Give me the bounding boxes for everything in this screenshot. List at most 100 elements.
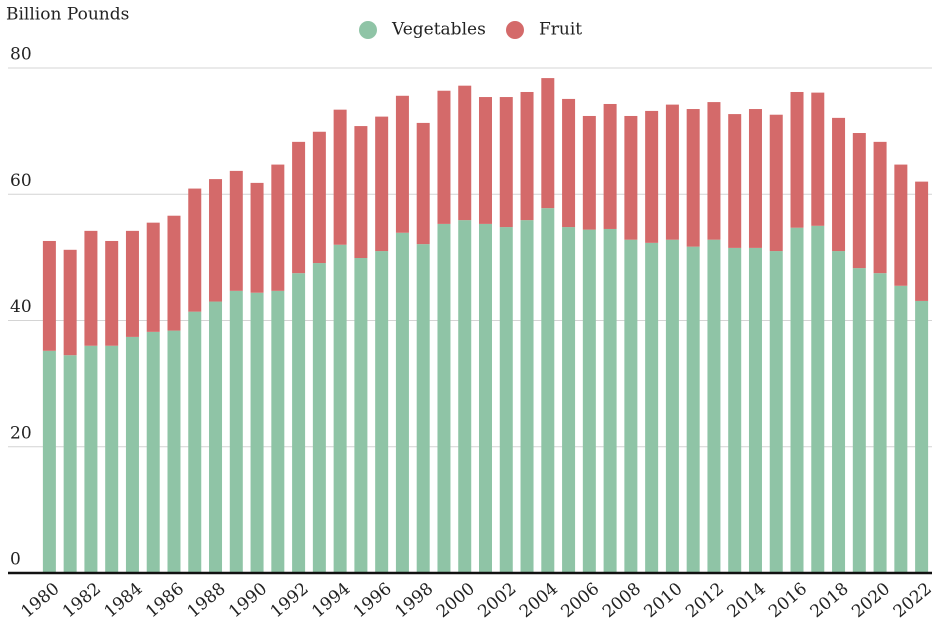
bar-segment <box>541 78 555 209</box>
bar-segment <box>188 311 202 573</box>
bar-segment <box>852 133 866 269</box>
bar-segment <box>146 331 160 573</box>
bar-segment <box>479 223 492 573</box>
bar-segment <box>541 208 555 573</box>
bar-segment <box>873 273 887 573</box>
legend-label: Vegetables <box>391 20 486 40</box>
bar-segment <box>458 220 472 573</box>
bar-segment <box>437 223 451 573</box>
x-tick-label: 2012 <box>682 579 728 622</box>
x-tick-label: 1990 <box>225 579 271 622</box>
bar-segment <box>832 117 846 252</box>
bar-segment <box>312 263 326 573</box>
bar-segment <box>624 115 638 240</box>
bar-segment <box>728 114 742 248</box>
y-axis-label: Billion Pounds <box>6 5 129 25</box>
bar-segment <box>624 239 638 573</box>
bar-segment <box>354 126 368 259</box>
bar-segment <box>728 247 742 573</box>
bar-segment <box>603 103 617 229</box>
bar-segment <box>686 109 700 247</box>
x-tick-label: 2000 <box>433 579 479 622</box>
bar-segment <box>748 109 762 248</box>
bar-segment <box>188 188 202 312</box>
bar-segment <box>894 285 908 573</box>
bar-segment <box>811 225 825 573</box>
bar-segment <box>790 91 804 228</box>
bar-segment <box>125 230 139 337</box>
bar-segment <box>707 102 721 240</box>
bar-segment <box>292 273 306 573</box>
bar-segment <box>229 290 243 573</box>
bar-segment <box>603 228 617 573</box>
y-tick-label: 80 <box>10 45 32 65</box>
bar-segment <box>146 222 160 332</box>
bar-segment <box>499 227 513 573</box>
bar-segment <box>105 240 119 346</box>
x-tick-label: 2022 <box>890 579 932 622</box>
x-tick-label: 2004 <box>516 579 562 622</box>
bar-segment <box>271 290 285 573</box>
x-tick-label: 1980 <box>17 579 63 622</box>
bar-segment <box>271 164 285 291</box>
bar-segment <box>125 336 139 573</box>
bar-segment <box>811 92 825 226</box>
legend-swatch <box>506 21 524 39</box>
bar-segment <box>437 90 451 224</box>
x-tick-label: 2018 <box>807 579 853 622</box>
x-tick-label: 2006 <box>557 579 603 622</box>
bar-segment <box>520 220 534 573</box>
x-tick-label: 1994 <box>308 579 354 622</box>
bar-segment <box>250 182 264 293</box>
x-tick-label: 1988 <box>184 579 230 622</box>
bar-segment <box>209 179 223 302</box>
bar-segment <box>707 239 721 573</box>
bar-segment <box>42 240 56 351</box>
bar-segment <box>375 116 389 252</box>
bar-segment <box>292 141 306 274</box>
bar-segment <box>416 244 430 573</box>
x-tick-label: 1986 <box>142 579 188 622</box>
bar-segment <box>229 170 243 291</box>
bar-segment <box>167 215 181 331</box>
bar-segment <box>582 115 596 230</box>
bar-segment <box>105 345 119 573</box>
bar-segment <box>562 227 576 573</box>
bar-segment <box>852 268 866 573</box>
bar-segment <box>915 300 929 573</box>
bar-segment <box>84 230 98 346</box>
x-tick-label: 2020 <box>848 579 894 622</box>
bar-segment <box>354 258 368 573</box>
bar-segment <box>499 97 513 228</box>
bar-segment <box>894 164 908 286</box>
bar-segment <box>250 292 264 573</box>
bar-segment <box>84 345 98 573</box>
x-tick-label: 1998 <box>391 579 437 622</box>
bar-segment <box>665 104 679 240</box>
y-tick-label: 20 <box>10 423 32 443</box>
bar-segment <box>686 246 700 574</box>
bar-segment <box>769 114 783 252</box>
x-tick-label: 2002 <box>474 579 520 622</box>
bar-segment <box>520 91 534 221</box>
x-tick-label: 2010 <box>641 579 687 622</box>
bar-segment <box>915 181 929 301</box>
bar-segment <box>375 251 389 573</box>
y-tick-label: 40 <box>10 297 32 317</box>
bar-segment <box>395 232 409 573</box>
bar-segment <box>167 330 181 573</box>
bar-segment <box>395 95 409 233</box>
bar-segment <box>333 244 347 573</box>
bar-segment <box>562 98 576 228</box>
bar-segment <box>416 122 430 245</box>
x-tick-label: 2008 <box>599 579 645 622</box>
x-tick-label: 1996 <box>350 579 396 622</box>
bar-segment <box>832 251 846 573</box>
bar-segment <box>873 141 887 274</box>
bar-segment <box>769 251 783 573</box>
bar-segment <box>458 85 472 221</box>
bar-segment <box>479 97 492 224</box>
bar-segment <box>645 242 659 573</box>
x-tick-label: 1992 <box>267 579 313 622</box>
